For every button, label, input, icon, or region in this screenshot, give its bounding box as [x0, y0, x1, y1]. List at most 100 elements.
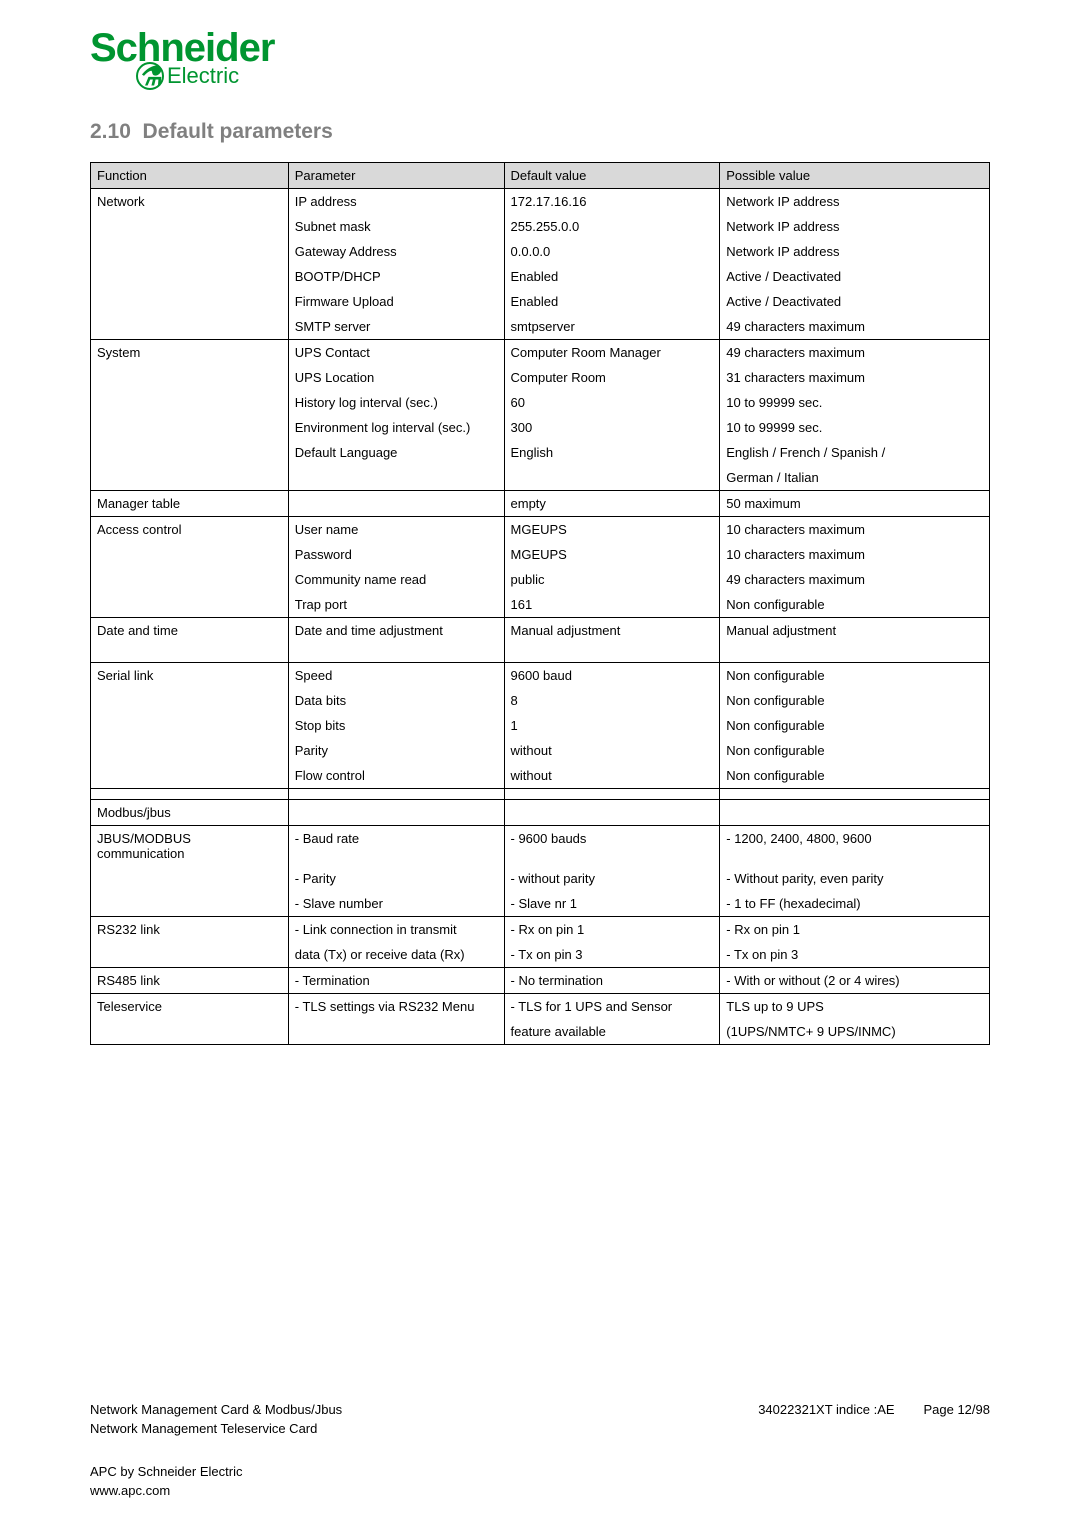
cell-default: public [504, 567, 720, 592]
cell-default: 172.17.16.16 [504, 189, 720, 215]
cell-possible: Non configurable [720, 738, 990, 763]
cell-function [91, 542, 289, 567]
parameters-table: Function Parameter Default value Possibl… [90, 162, 990, 1045]
cell-possible: 10 to 99999 sec. [720, 390, 990, 415]
cell-possible: Active / Deactivated [720, 264, 990, 289]
table-row: RS232 link- Link connection in transmit-… [91, 917, 990, 943]
table-row: Access controlUser nameMGEUPS10 characte… [91, 517, 990, 543]
cell-possible: English / French / Spanish / [720, 440, 990, 465]
cell-function [91, 891, 289, 917]
cell-function [91, 264, 289, 289]
logo-name: Schneider [90, 30, 990, 66]
cell-parameter: UPS Location [288, 365, 504, 390]
table-row: - Slave number- Slave nr 1- 1 to FF (hex… [91, 891, 990, 917]
cell-function [91, 390, 289, 415]
cell-default: without [504, 763, 720, 789]
col-default: Default value [504, 163, 720, 189]
cell-default: without [504, 738, 720, 763]
cell-parameter [288, 800, 504, 826]
cell-default: - No termination [504, 968, 720, 994]
table-row: NetworkIP address172.17.16.16Network IP … [91, 189, 990, 215]
cell-default: 1 [504, 713, 720, 738]
cell-default: English [504, 440, 720, 465]
footer-company: APC by Schneider Electric [90, 1464, 990, 1479]
cell-parameter: - Termination [288, 968, 504, 994]
cell-parameter: IP address [288, 189, 504, 215]
cell-function: JBUS/MODBUS communication [91, 826, 289, 867]
table-row: ParitywithoutNon configurable [91, 738, 990, 763]
cell-parameter [288, 1019, 504, 1045]
cell-parameter: - TLS settings via RS232 Menu [288, 994, 504, 1020]
cell-parameter: Speed [288, 663, 504, 689]
cell-parameter: Password [288, 542, 504, 567]
cell-default: empty [504, 491, 720, 517]
cell-default: Manual adjustment [504, 618, 720, 663]
cell-function: Network [91, 189, 289, 215]
section-number: 2.10 [90, 120, 131, 143]
table-row: RS485 link- Termination- No termination-… [91, 968, 990, 994]
cell-function [91, 289, 289, 314]
table-row: UPS LocationComputer Room31 characters m… [91, 365, 990, 390]
cell-function [91, 365, 289, 390]
cell-default [504, 465, 720, 491]
cell-parameter: Community name read [288, 567, 504, 592]
cell-function: Manager table [91, 491, 289, 517]
cell-possible: 49 characters maximum [720, 314, 990, 340]
cell-parameter: Firmware Upload [288, 289, 504, 314]
cell-function: RS232 link [91, 917, 289, 943]
table-row: Date and timeDate and time adjustmentMan… [91, 618, 990, 663]
table-row: SystemUPS ContactComputer Room Manager49… [91, 340, 990, 366]
cell-possible: Active / Deactivated [720, 289, 990, 314]
cell-parameter: User name [288, 517, 504, 543]
cell-function [91, 415, 289, 440]
table-row [91, 789, 990, 800]
cell-possible: Non configurable [720, 688, 990, 713]
col-function: Function [91, 163, 289, 189]
cell-parameter: Default Language [288, 440, 504, 465]
table-row: Teleservice- TLS settings via RS232 Menu… [91, 994, 990, 1020]
cell-possible [720, 800, 990, 826]
cell-function [91, 214, 289, 239]
cell-default: smtpserver [504, 314, 720, 340]
cell-possible: - With or without (2 or 4 wires) [720, 968, 990, 994]
cell-parameter: Date and time adjustment [288, 618, 504, 663]
cell-default: 300 [504, 415, 720, 440]
table-row: Community name readpublic49 characters m… [91, 567, 990, 592]
section-title-text: Default parameters [143, 120, 333, 143]
table-row: History log interval (sec.)6010 to 99999… [91, 390, 990, 415]
table-row: data (Tx) or receive data (Rx)- Tx on pi… [91, 942, 990, 968]
cell-default: Computer Room [504, 365, 720, 390]
cell-function [91, 738, 289, 763]
footer-doc-title: Network Management Card & Modbus/Jbus [90, 1402, 342, 1417]
cell-parameter: Environment log interval (sec.) [288, 415, 504, 440]
cell-parameter: - Parity [288, 866, 504, 891]
cell-default: - Slave nr 1 [504, 891, 720, 917]
table-header-row: Function Parameter Default value Possibl… [91, 163, 990, 189]
cell-function [91, 789, 289, 800]
cell-possible: - 1200, 2400, 4800, 9600 [720, 826, 990, 867]
cell-function [91, 465, 289, 491]
table-row: German / Italian [91, 465, 990, 491]
cell-function [91, 314, 289, 340]
cell-default: 161 [504, 592, 720, 618]
cell-possible: - 1 to FF (hexadecimal) [720, 891, 990, 917]
col-possible: Possible value [720, 163, 990, 189]
logo-tagline: ⚗ Electric [90, 62, 990, 90]
cell-default: - without parity [504, 866, 720, 891]
cell-function [91, 239, 289, 264]
power-icon: ⚗ [136, 62, 164, 90]
cell-function: Access control [91, 517, 289, 543]
cell-function: Modbus/jbus [91, 800, 289, 826]
cell-parameter: Subnet mask [288, 214, 504, 239]
footer-page-num: Page 12/98 [923, 1402, 990, 1417]
cell-default [504, 800, 720, 826]
cell-possible: 10 characters maximum [720, 517, 990, 543]
cell-possible [720, 789, 990, 800]
cell-parameter: Gateway Address [288, 239, 504, 264]
cell-default: feature available [504, 1019, 720, 1045]
cell-function: Serial link [91, 663, 289, 689]
cell-parameter [288, 465, 504, 491]
table-row: Manager tableempty50 maximum [91, 491, 990, 517]
cell-function [91, 688, 289, 713]
cell-function: Teleservice [91, 994, 289, 1020]
